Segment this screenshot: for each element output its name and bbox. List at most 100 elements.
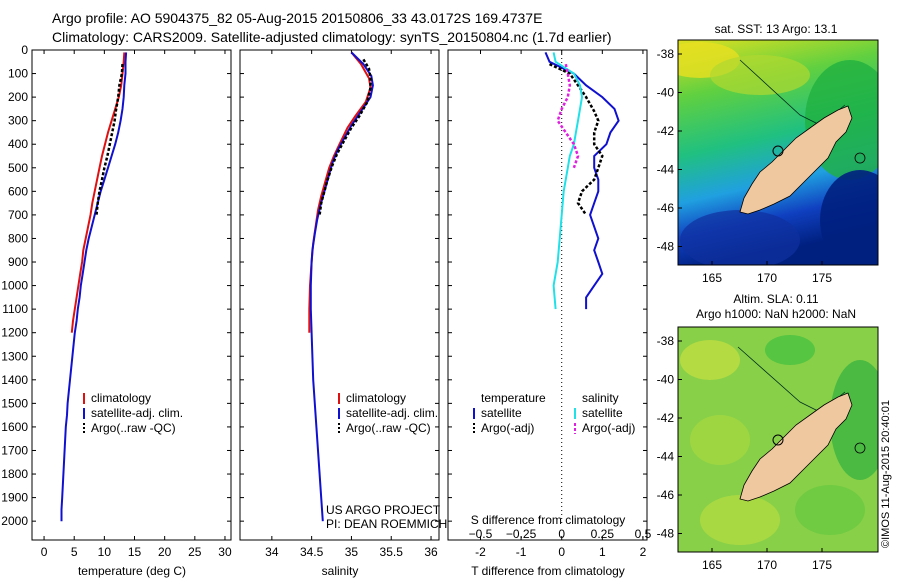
sla-map-title-1: Altim. SLA: 0.11	[733, 292, 818, 306]
argo-location-marker	[772, 145, 784, 157]
x-tick-label-t: -1	[516, 545, 527, 559]
x-tick-label: 5	[71, 545, 78, 559]
map-x-tick-label: 165	[702, 558, 722, 572]
depth-axis: 0 100 200 300 400 500 600 700 800 900 1000 1100 1200…	[1, 43, 647, 528]
y-tick-label: 2000	[1, 514, 28, 528]
difference-legend: temperature satellite Argo(-adj) salinit…	[473, 391, 635, 435]
x-tick-label: 34.5	[300, 545, 324, 559]
imos-watermark: ©IMOS 11-Aug-2015 20:40:01	[880, 400, 892, 548]
credit-pi: PI: DEAN ROEMMICH	[326, 517, 447, 531]
y-tick-label: 1100	[2, 302, 28, 316]
y-tick-label: 900	[8, 255, 28, 269]
y-tick-label: 1400	[1, 373, 28, 387]
x-tick-label-t: 0	[558, 545, 565, 559]
map-x-tick-label: 175	[812, 558, 832, 572]
x-tick-label-t: -2	[475, 545, 486, 559]
argo-location-marker	[772, 434, 784, 446]
map-y-tick-label: -40	[657, 373, 675, 387]
legend-label-t-argo: Argo(-adj)	[481, 421, 534, 435]
x-tick-label-t: 2	[640, 545, 647, 559]
y-tick-label: 100	[8, 67, 28, 81]
map-y-tick-label: -42	[657, 411, 675, 425]
x-tick-label: 10	[98, 545, 112, 559]
x-tick-label-t: 1	[599, 545, 606, 559]
x-tick-label: 25	[188, 545, 202, 559]
series-t-argo	[548, 62, 604, 216]
sst-map-frame	[677, 39, 879, 266]
sla-map	[678, 327, 878, 552]
series-satellite-adj-clim-	[60, 52, 128, 522]
x-tick-label: 0	[41, 545, 48, 559]
sla-map-frame	[677, 326, 879, 553]
y-tick-label: 500	[8, 161, 28, 175]
y-tick-label: 800	[8, 231, 28, 245]
new-zealand-land	[739, 105, 853, 215]
legend-label-argo: Argo(..raw -QC)	[346, 421, 431, 435]
temperature-plot: 0 5 10 15 20 25 30	[41, 50, 232, 559]
sla-map-title-2: Argo h1000: NaN h2000: NaN	[696, 307, 856, 321]
y-tick-label: 1600	[1, 420, 28, 434]
y-tick-label: 700	[8, 208, 28, 222]
series-t-satellite	[544, 52, 620, 310]
sst-map-title: sat. SST: 13 Argo: 13.1	[715, 22, 838, 36]
map-y-tick-label: -48	[657, 240, 675, 254]
temperature-xlabel: temperature (deg C)	[78, 564, 186, 578]
map-y-tick-label: -40	[657, 86, 675, 100]
y-tick-label: 300	[8, 114, 28, 128]
new-zealand-land	[739, 392, 853, 502]
legend-heading-temperature: temperature	[481, 391, 546, 405]
series-argo-raw-qc-	[95, 64, 124, 216]
x-tick-label: 35	[345, 545, 359, 559]
temperature-axes	[31, 49, 232, 541]
y-tick-label: 200	[8, 90, 28, 104]
legend-label-s-satellite: satellite	[582, 406, 623, 420]
map-y-tick-label: -46	[657, 488, 675, 502]
legend-label-climatology: climatology	[91, 391, 151, 405]
salinity-legend: climatology satellite-adj. clim. Argo(..…	[338, 391, 438, 435]
x-tick-label-s: 0	[558, 527, 565, 541]
map-x-tick-label: 170	[757, 271, 777, 285]
y-tick-label: 400	[8, 137, 28, 151]
title-line2: Climatology: CARS2009. Satellite-adjuste…	[52, 29, 612, 45]
y-tick-label: 0	[21, 43, 28, 57]
x-tick-label: 35.5	[380, 545, 404, 559]
y-tick-label: 1800	[1, 467, 28, 481]
x-tick-label-s: −0.25	[506, 527, 537, 541]
legend-label-s-argo: Argo(-adj)	[582, 421, 635, 435]
salinity-plot: 34 34.5 35 35.5 36	[265, 50, 438, 559]
salinity-xlabel: salinity	[322, 564, 359, 578]
credit-project: US ARGO PROJECT	[326, 503, 441, 517]
legend-heading-salinity: salinity	[582, 391, 619, 405]
x-tick-label-s: −0.5	[469, 527, 493, 541]
x-tick-label: 34	[265, 545, 279, 559]
series-argo-raw-qc-	[318, 58, 372, 216]
map-axis-ticks: 165 170 175 -38 -40 -42 -44 -46 -48 165 170 175 -38 -…	[657, 47, 833, 572]
difference-plot: -2 -1 0 1 2 −0.5 −0.25 0 0.25 0.5	[469, 50, 652, 559]
map-y-tick-label: -38	[657, 47, 675, 61]
x-tick-label: 15	[128, 545, 142, 559]
legend-label-satellite: satellite-adj. clim.	[346, 406, 438, 420]
difference-xlabel: T difference from climatology	[471, 564, 625, 578]
y-tick-label: 1200	[1, 326, 28, 340]
legend-label-argo: Argo(..raw -QC)	[91, 421, 176, 435]
map-y-tick-label: -42	[657, 124, 675, 138]
map-y-tick-label: -38	[657, 334, 675, 348]
x-tick-label-s: 0.25	[591, 527, 615, 541]
temperature-legend: climatology satellite-adj. clim. Argo(..…	[83, 391, 183, 435]
y-tick-label: 1700	[1, 443, 28, 457]
legend-label-satellite: satellite-adj. clim.	[91, 406, 183, 420]
legend-label-t-satellite: satellite	[481, 406, 522, 420]
salinity-axes	[239, 49, 440, 541]
x-tick-label: 36	[424, 545, 438, 559]
difference-xlabel-top: S difference from climatology	[471, 513, 626, 527]
map-y-tick-label: -46	[657, 201, 675, 215]
map-y-tick-label: -44	[657, 450, 675, 464]
map-x-tick-label: 175	[812, 271, 832, 285]
y-tick-label: 1000	[1, 279, 28, 293]
x-tick-label: 20	[158, 545, 172, 559]
x-tick-label-s: 0.5	[635, 527, 652, 541]
y-tick-label: 1900	[1, 491, 28, 505]
sst-map	[678, 40, 878, 265]
